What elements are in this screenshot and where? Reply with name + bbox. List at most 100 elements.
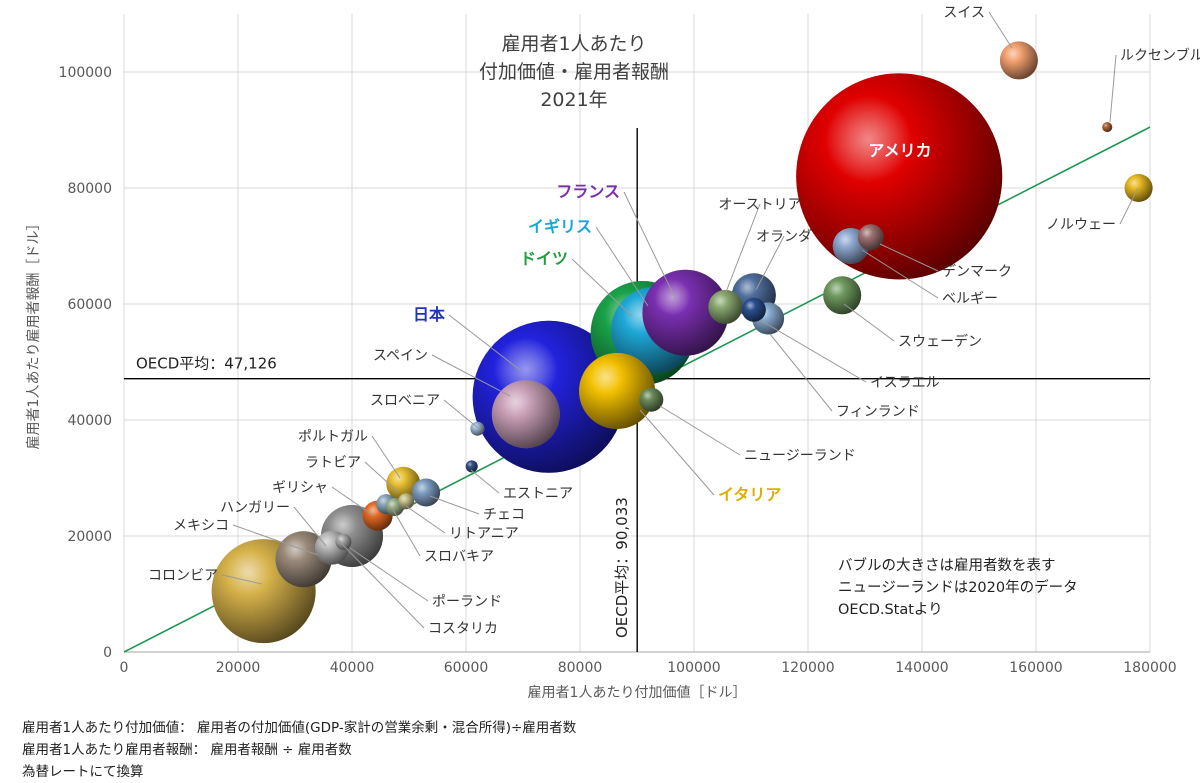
x-axis-label: 雇用者1人あたり付加価値［ドル］ xyxy=(528,684,747,701)
footnote-2: 雇用者1人あたり雇用者報酬： 雇用者報酬 ÷ 雇用者数 xyxy=(22,742,352,758)
label-leader-line xyxy=(725,203,761,293)
bubble-label: スペイン xyxy=(373,348,428,364)
label-leader-line xyxy=(337,539,425,629)
label-leader-line xyxy=(470,469,500,494)
bubbles xyxy=(211,41,1153,644)
bubble-label: オーストリア xyxy=(718,197,801,213)
bubble-label: リトアニア xyxy=(449,526,519,542)
label-leader-line xyxy=(595,226,649,307)
label-leader-line xyxy=(429,495,480,515)
chart-title-line: 雇用者1人あたり xyxy=(501,33,646,55)
bubble-shading xyxy=(708,289,743,324)
bubble-shading xyxy=(465,460,478,473)
label-leader-line xyxy=(293,506,327,547)
bubble-shading xyxy=(823,276,862,315)
bubble-label: ニュージーランド xyxy=(744,448,856,464)
bubble-label: コスタリカ xyxy=(428,621,498,637)
label-leader-line xyxy=(759,319,867,383)
bubble-label: スロベニア xyxy=(370,393,440,409)
chart-note-line: OECD.Statより xyxy=(838,602,943,618)
label-leader-line xyxy=(623,191,677,301)
y-tick-label: 80000 xyxy=(67,181,112,197)
label-leader-line xyxy=(349,547,429,602)
bubble-shading xyxy=(412,478,441,507)
bubble-label: スウェーデン xyxy=(898,333,982,350)
bubble-label: ベルギー xyxy=(942,291,998,307)
x-tick-label: 0 xyxy=(120,660,129,676)
bubble-label: イタリア xyxy=(718,485,781,504)
label-leader-line xyxy=(391,507,421,557)
bubble-label: ドイツ xyxy=(520,249,568,268)
label-leader-line xyxy=(879,243,939,272)
label-leader-line xyxy=(755,235,785,291)
bubble-label: ノルウェー xyxy=(1046,217,1116,233)
bubble-label: イギリス xyxy=(528,217,592,236)
label-leader-line xyxy=(232,524,319,556)
x-tick-label: 140000 xyxy=(895,660,948,676)
label-leader-line xyxy=(843,303,895,342)
bubble-label: ギリシャ xyxy=(272,480,328,496)
bubble-label: エストニア xyxy=(503,486,573,502)
oecd-avg-x-label: OECD平均：90,033 xyxy=(613,497,631,638)
chart-note-line: ニュージーランドは2020年のデータ xyxy=(838,578,1078,596)
bubble-shading xyxy=(857,224,884,251)
x-tick-label: 120000 xyxy=(781,660,834,676)
bubble-chart: 0 20000 40000 60000 80000 100000 120000 140000 1… xyxy=(25,5,1200,701)
x-tick-label: 60000 xyxy=(444,660,489,676)
y-tick-label: 0 xyxy=(103,645,112,661)
bubble-label: ポーランド xyxy=(432,594,502,610)
label-leader-line xyxy=(639,409,715,496)
x-tick-label: 80000 xyxy=(558,660,603,676)
bubble-label: スイス xyxy=(943,5,985,21)
bubble-label: オランダ xyxy=(756,229,812,245)
bubble-shading xyxy=(579,353,656,429)
label-leader-line xyxy=(769,333,833,412)
label-leaders xyxy=(221,11,1139,629)
bubble-shading xyxy=(639,387,664,412)
axes: 0 20000 40000 60000 80000 100000 120000 140000 1… xyxy=(25,65,1177,701)
bubble-shading xyxy=(398,493,415,510)
bubble-label: ルクセンブルク xyxy=(1120,47,1200,64)
bubble-label: ハンガリー xyxy=(220,500,290,516)
label-leader-line xyxy=(861,249,939,299)
x-tick-label: 100000 xyxy=(667,660,720,676)
bubble-shading xyxy=(741,297,766,322)
bubble-shading xyxy=(1102,122,1113,133)
label-leader-line xyxy=(364,461,399,493)
bubble-label: ポルトガル xyxy=(298,429,368,445)
bubble-label: フィンランド xyxy=(836,404,920,420)
chart-note-line: バブルの大きさは雇用者数を表す xyxy=(838,556,1056,574)
x-tick-label: 160000 xyxy=(1009,660,1062,676)
label-leader-line xyxy=(431,354,511,397)
label-leader-line xyxy=(448,314,521,371)
label-leader-line xyxy=(571,258,633,317)
bubble-shading xyxy=(386,466,421,501)
bubble-shading xyxy=(642,269,729,356)
chart-title-line: 2021年 xyxy=(540,89,607,111)
bubble-label: ラトビア xyxy=(305,455,361,471)
footnote-1: 雇用者1人あたり付加価値： 雇用者の付加価値(GDP-家計の営業余剰・混合所得)… xyxy=(22,720,577,736)
bubble-label: メキシコ xyxy=(173,518,229,534)
bubble-label: チェコ xyxy=(483,507,525,523)
y-tick-label: 20000 xyxy=(67,529,112,545)
bubble-label: コロンビア xyxy=(148,568,218,584)
x-tick-label: 180000 xyxy=(1123,660,1176,676)
chart-title-line: 付加価値・雇用者報酬 xyxy=(479,61,669,83)
y-tick-label: 60000 xyxy=(67,297,112,313)
bubble-label: アメリカ xyxy=(868,141,931,160)
bubble-label: デンマーク xyxy=(942,263,1012,280)
bubble-shading xyxy=(999,41,1038,80)
bubble-label: 日本 xyxy=(413,305,445,324)
label-leader-line xyxy=(659,405,741,456)
y-tick-label: 100000 xyxy=(59,65,112,81)
label-leader-line xyxy=(331,486,375,517)
bubble-shading xyxy=(1124,174,1153,202)
bubble-label: イスラエル xyxy=(870,375,940,391)
bubble-shading xyxy=(796,73,1003,280)
x-tick-label: 20000 xyxy=(216,660,261,676)
label-leader-line xyxy=(371,435,401,479)
label-leader-line xyxy=(1109,54,1117,123)
label-leader-line xyxy=(221,574,263,585)
oecd-avg-y-label: OECD平均：47,126 xyxy=(136,355,277,373)
